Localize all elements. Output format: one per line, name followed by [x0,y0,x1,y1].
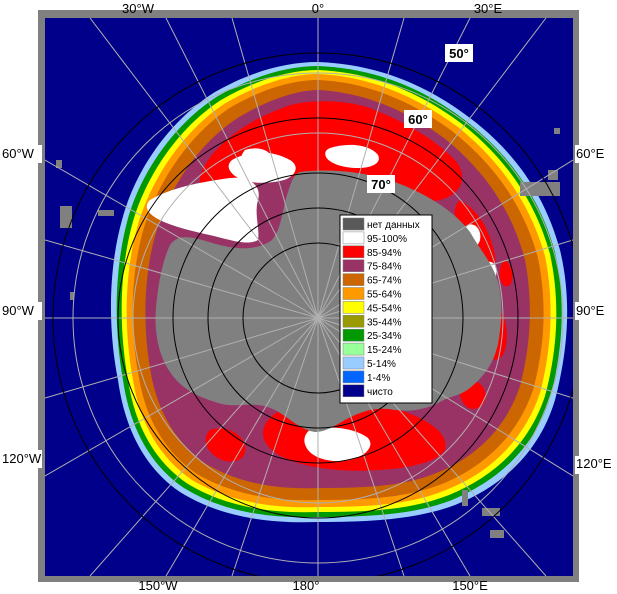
legend-label: чисто [367,387,393,398]
lon-label-120e: 120°E [576,456,612,471]
legend-label: 75-84% [367,262,402,273]
legend-swatch [342,328,365,342]
legend-label: 5-14% [367,359,396,370]
legend-label: 85-94% [367,248,402,259]
legend-swatch [342,273,365,286]
lon-label-150w: 150°W [138,578,178,593]
legend-label: 35-44% [367,317,402,328]
legend-swatch [342,384,365,398]
legend: нет данных 95-100% 85-94% 75-84% 65-74% 55-64… [339,214,433,404]
legend-label: 1-4% [367,373,390,384]
lon-label-30e: 30°E [474,1,503,16]
legend-swatch [342,356,365,370]
lon-label-0: 0° [312,1,324,16]
lat-label-60: 60° [408,112,428,127]
legend-label: 25-34% [367,331,402,342]
lon-label-60w: 60°W [2,146,35,161]
ice-95-100-patches [146,144,497,462]
legend-label: 65-74% [367,276,402,287]
legend-swatch [342,301,365,314]
lon-label-150e: 150°E [452,578,488,593]
legend-swatch [342,315,365,328]
legend-label: нет данных [367,220,420,231]
lon-label-30w: 30°W [122,1,155,16]
lon-label-180: 180° [293,578,320,593]
legend-swatch [342,370,365,384]
legend-swatch [342,231,365,245]
islands [56,128,560,538]
legend-swatch [342,217,365,231]
legend-label: 55-64% [367,290,402,301]
graticule-latitudes [52,52,573,576]
legend-swatch [342,287,365,300]
lon-label-60e: 60°E [576,146,605,161]
latitude-labels: 50° 60° 70° [367,44,473,193]
lat-label-50: 50° [449,46,469,61]
legend-swatch [342,245,365,259]
legend-label: 45-54% [367,303,402,314]
legend-swatch [342,342,365,356]
legend-label: 15-24% [367,345,402,356]
legend-swatch [342,259,365,272]
lon-label-90w: 90°W [2,303,35,318]
legend-label: 95-100% [367,234,407,245]
lon-label-120w: 120°W [2,451,42,466]
lon-label-90e: 90°E [576,303,605,318]
lat-label-70: 70° [371,177,391,192]
